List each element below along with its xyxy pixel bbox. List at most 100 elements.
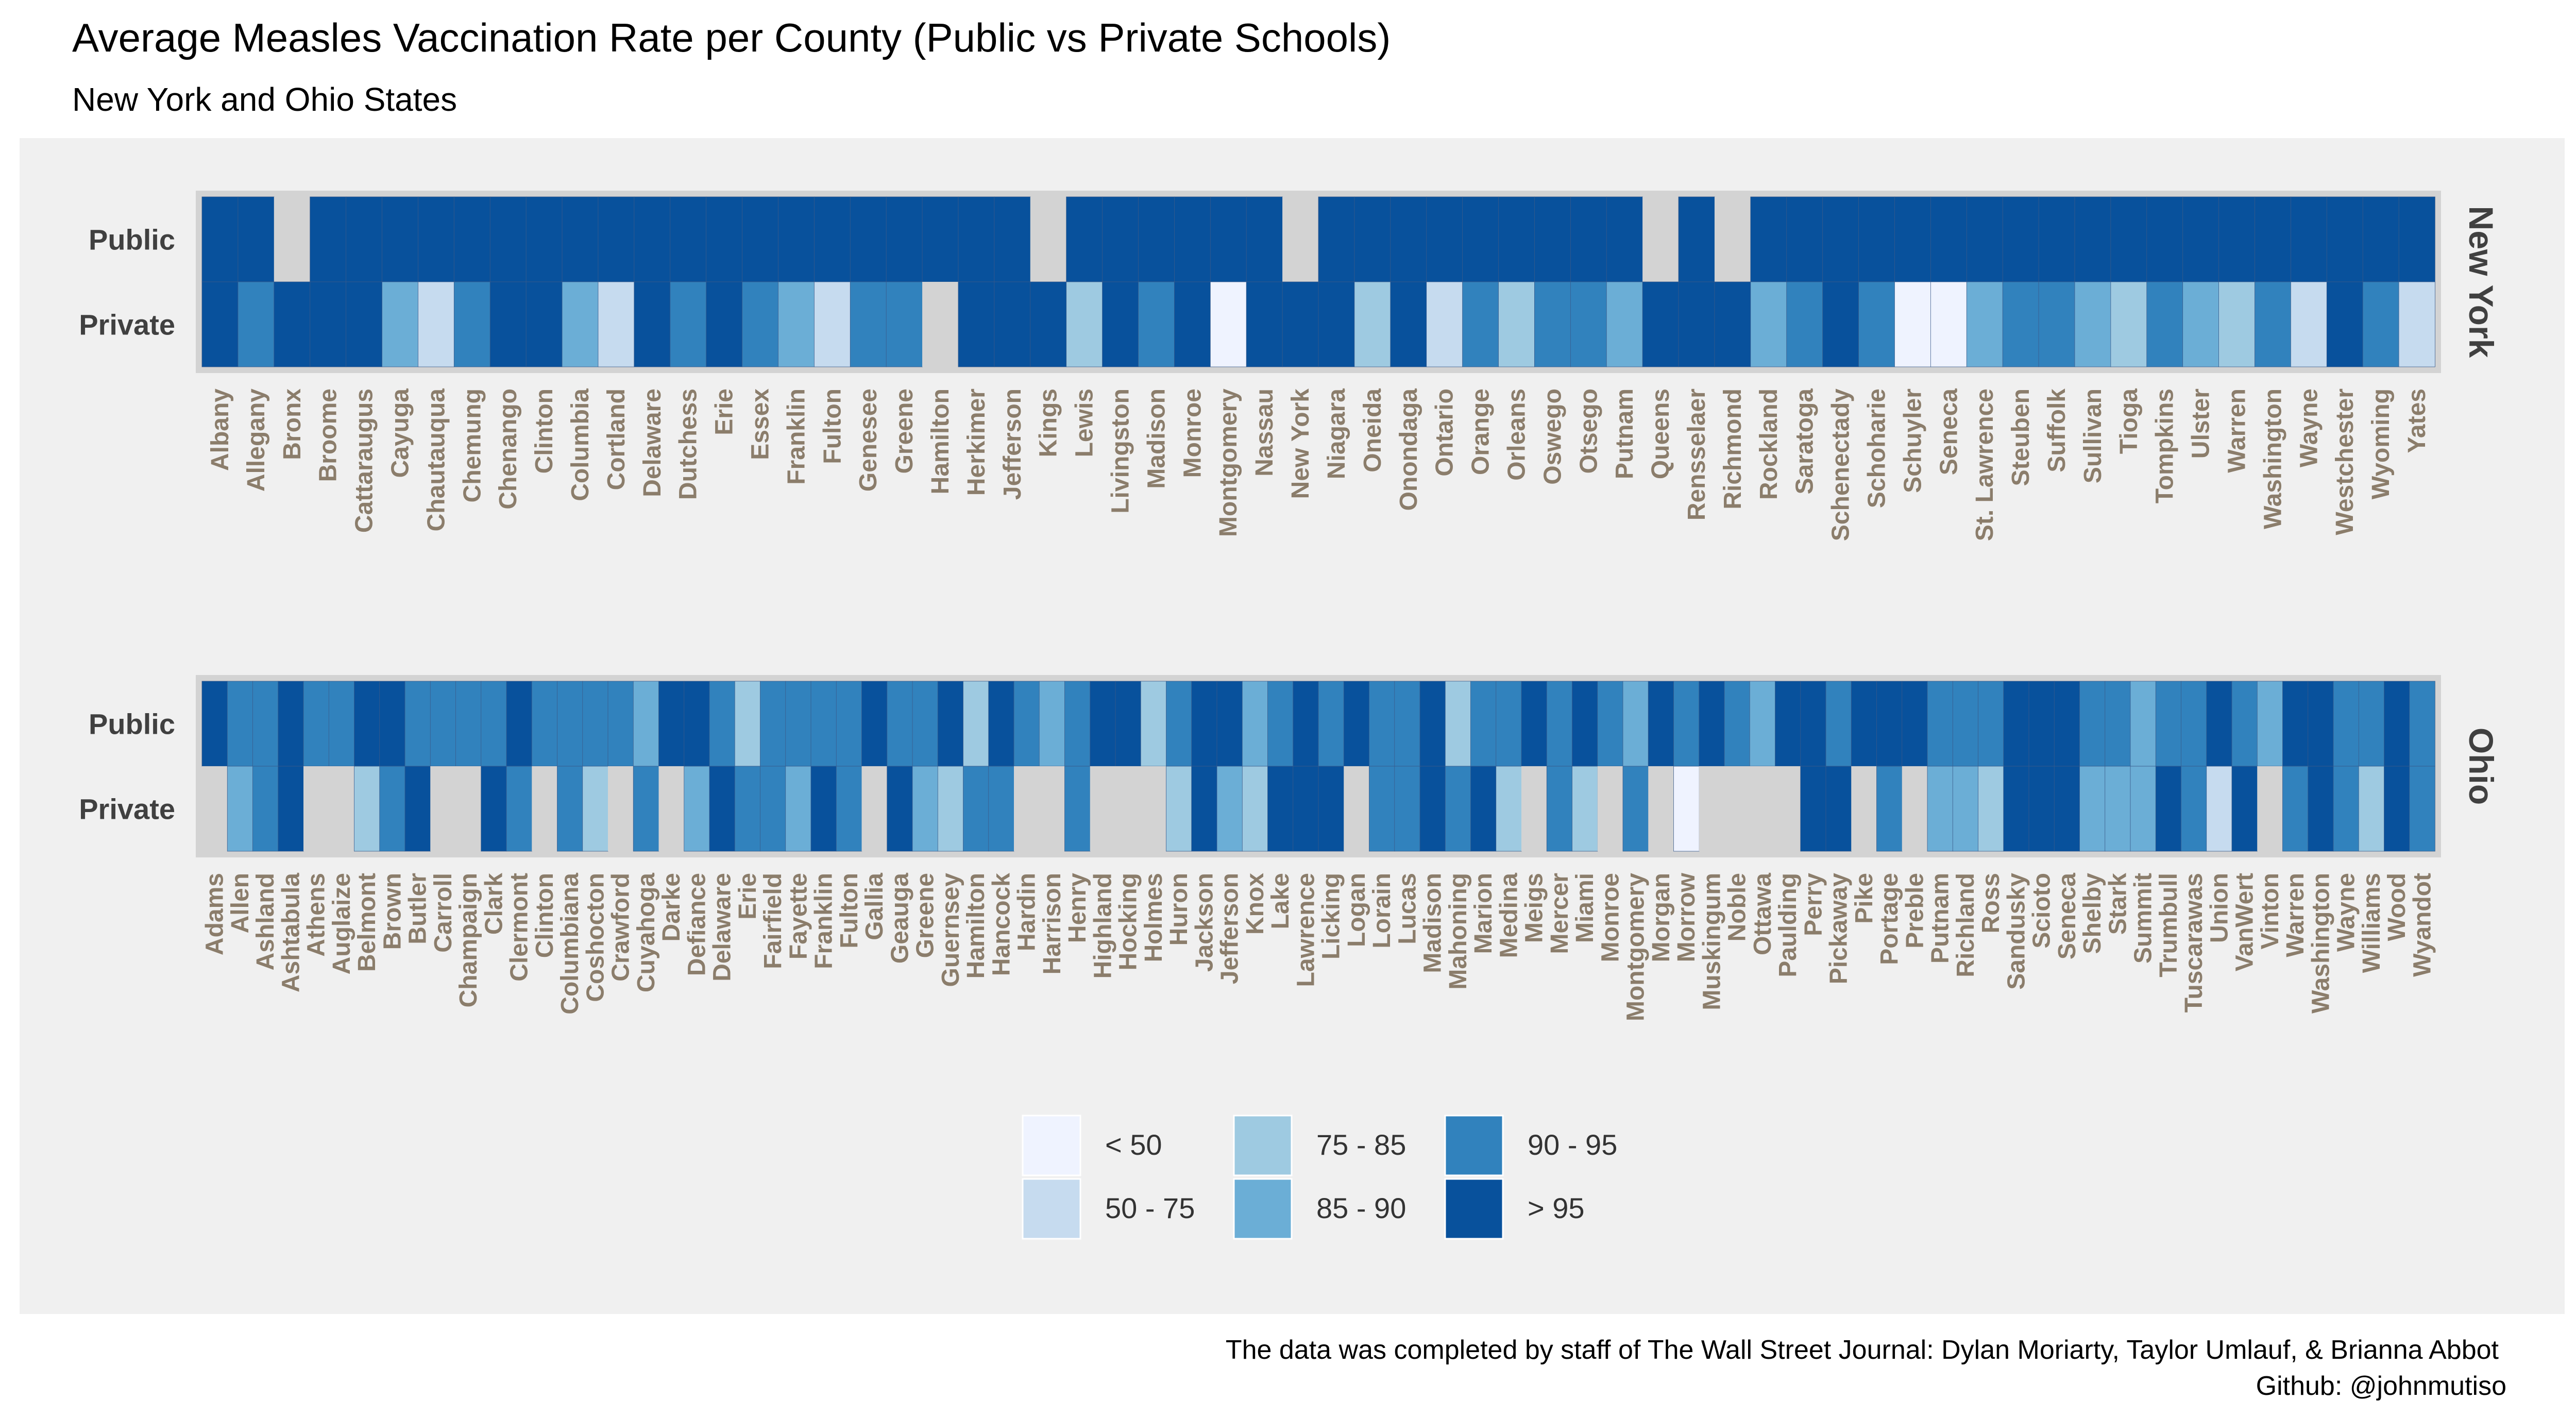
heat-cell-new-york-private-essex: Essex Private: 90 - 95	[742, 281, 779, 367]
tick-label-new-york-kings: Kings	[1035, 389, 1062, 457]
heat-cell-ohio-private-fairfield: Fairfield Private: 90 - 95	[760, 766, 786, 852]
heat-cell-ohio-private-warren: Warren Private: 90 - 95	[2282, 766, 2309, 852]
heat-cell-new-york-private-madison: Madison Private: 90 - 95	[1138, 281, 1175, 367]
heat-cell-ohio-public-scioto: Scioto Public: > 95	[2028, 681, 2055, 767]
tick-label-new-york-chenango: Chenango	[495, 389, 522, 510]
heat-cell-ohio-private-meigs: Meigs Private: NA	[1521, 766, 1547, 851]
heat-cell-ohio-private-wyandot: Wyandot Private: 90 - 95	[2409, 766, 2435, 852]
heat-cell-ohio-public-muskingum: Muskingum Public: > 95	[1699, 681, 1725, 767]
heat-cell-ohio-private-fayette: Fayette Private: 85 - 90	[785, 766, 811, 852]
tick-label-ohio-pickaway: Pickaway	[1825, 873, 1853, 984]
heat-cell-ohio-public-delaware: Delaware Public: 90 - 95	[709, 681, 736, 767]
tick-label-new-york-wyoming: Wyoming	[2367, 389, 2395, 499]
tick-label-ohio-union: Union	[2206, 873, 2233, 943]
tick-label-new-york-dutchess: Dutchess	[675, 389, 702, 500]
heat-cell-ohio-private-gallia: Gallia Private: NA	[861, 766, 888, 851]
chart-title: Average Measles Vaccination Rate per Cou…	[72, 15, 1391, 60]
heat-cell-ohio-public-paulding: Paulding Public: > 95	[1775, 681, 1801, 767]
heat-cell-new-york-private-st-lawrence: St. Lawrence Private: 85 - 90	[1966, 281, 2003, 367]
heat-cell-ohio-private-marion: Marion Private: > 95	[1470, 766, 1497, 852]
heat-cell-ohio-public-auglaize: Auglaize Public: 90 - 95	[328, 681, 355, 767]
heat-cell-new-york-public-allegany: Allegany Public: > 95	[238, 196, 275, 282]
heat-cell-ohio-private-stark: Stark Private: 85 - 90	[2105, 766, 2131, 852]
tick-label-ohio-belmont: Belmont	[353, 873, 381, 972]
heat-cell-ohio-public-vanwert: VanWert Public: 90 - 95	[2231, 681, 2258, 767]
heat-cell-new-york-public-hamilton: Hamilton Public: > 95	[922, 196, 959, 282]
tick-label-new-york-chemung: Chemung	[459, 389, 486, 502]
heat-cell-new-york-public-wayne: Wayne Public: > 95	[2290, 196, 2328, 282]
heat-cell-new-york-public-putnam: Putnam Public: > 95	[1606, 196, 1643, 282]
heat-cell-ohio-public-logan: Logan Public: > 95	[1343, 681, 1370, 767]
heat-cell-ohio-private-lorain: Lorain Private: 90 - 95	[1369, 766, 1395, 852]
tick-label-ohio-hocking: Hocking	[1115, 873, 1142, 970]
tick-label-ohio-richland: Richland	[1952, 873, 1979, 977]
heat-cell-ohio-public-darke: Darke Public: > 95	[658, 681, 685, 767]
heat-cell-new-york-private-cattaraugus: Cattaraugus Private: > 95	[346, 281, 383, 367]
tick-label-new-york-greene: Greene	[891, 389, 918, 474]
heat-cell-new-york-public-genesee: Genesee Public: > 95	[850, 196, 887, 282]
heat-cell-ohio-private-adams: Adams Private: NA	[202, 766, 228, 851]
heat-cell-ohio-private-jefferson: Jefferson Private: 85 - 90	[1216, 766, 1243, 852]
heat-cell-new-york-private-orange: Orange Private: 90 - 95	[1462, 281, 1499, 367]
tick-label-ohio-trumbull: Trumbull	[2155, 873, 2182, 977]
legend-label-4: 85 - 90	[1316, 1192, 1406, 1224]
tick-label-new-york-allegany: Allegany	[243, 389, 270, 492]
tick-label-new-york-chautauqua: Chautauqua	[422, 389, 450, 532]
heat-cell-new-york-private-ulster: Ulster Private: 85 - 90	[2182, 281, 2219, 367]
heat-cell-ohio-private-jackson: Jackson Private: > 95	[1191, 766, 1217, 852]
legend-key-3	[1233, 1115, 1293, 1176]
tick-label-ohio-pike: Pike	[1851, 873, 1878, 924]
tick-label-new-york-jefferson: Jefferson	[999, 389, 1026, 500]
heat-cell-ohio-private-monroe: Monroe Private: NA	[1597, 766, 1623, 851]
heat-cell-new-york-public-seneca: Seneca Public: > 95	[1930, 196, 1968, 282]
heat-cell-new-york-private-warren: Warren Private: 75 - 85	[2218, 281, 2256, 367]
heat-cell-ohio-private-delaware: Delaware Private: > 95	[709, 766, 736, 852]
heat-cell-ohio-private-athens: Athens Private: NA	[303, 766, 329, 851]
tick-label-ohio-shelby: Shelby	[2079, 873, 2106, 954]
heat-cell-new-york-private-lewis: Lewis Private: 75 - 85	[1066, 281, 1103, 367]
heat-cell-ohio-private-wayne: Wayne Private: 90 - 95	[2333, 766, 2360, 852]
tick-label-ohio-mercer: Mercer	[1546, 873, 1573, 954]
tick-label-ohio-stark: Stark	[2104, 873, 2131, 935]
tick-label-ohio-jefferson: Jefferson	[1216, 873, 1244, 984]
heat-cell-ohio-private-columbiana: Columbiana Private: 90 - 95	[557, 766, 583, 852]
heat-cell-ohio-public-hocking: Hocking Public: > 95	[1115, 681, 1142, 767]
heat-cell-ohio-private-ashtabula: Ashtabula Private: > 95	[278, 766, 304, 852]
heat-cell-new-york-private-erie: Erie Private: > 95	[706, 281, 743, 367]
heat-cell-ohio-private-miami: Miami Private: 75 - 85	[1572, 766, 1598, 852]
heat-cell-ohio-private-perry: Perry Private: > 95	[1800, 766, 1826, 852]
heat-cell-ohio-public-allen: Allen Public: 90 - 95	[227, 681, 253, 767]
heat-cell-new-york-public-lewis: Lewis Public: > 95	[1066, 196, 1103, 282]
heat-cell-new-york-public-schuyler: Schuyler Public: > 95	[1894, 196, 1931, 282]
heat-cell-ohio-private-morgan: Morgan Private: NA	[1648, 766, 1674, 851]
heat-cell-ohio-public-ross: Ross Public: 90 - 95	[1978, 681, 2004, 767]
heat-cell-ohio-private-lake: Lake Private: > 95	[1267, 766, 1294, 852]
heat-cell-new-york-public-rensselaer: Rensselaer Public: > 95	[1678, 196, 1715, 282]
tick-label-ohio-holmes: Holmes	[1140, 873, 1167, 962]
heat-cell-ohio-public-preble: Preble Public: > 95	[1902, 681, 1928, 767]
heat-cell-ohio-public-mahoning: Mahoning Public: 75 - 85	[1445, 681, 1471, 767]
tick-label-new-york-steuben: Steuben	[2007, 389, 2035, 486]
tick-label-ohio-medina: Medina	[1495, 873, 1522, 958]
tick-label-ohio-butler: Butler	[404, 873, 432, 944]
heat-cell-ohio-public-stark: Stark Public: 90 - 95	[2105, 681, 2131, 767]
tick-label-ohio-erie: Erie	[734, 873, 761, 920]
heat-cell-new-york-public-columbia: Columbia Public: > 95	[562, 196, 599, 282]
tick-label-ohio-lake: Lake	[1267, 873, 1294, 929]
heat-cell-ohio-public-putnam: Putnam Public: 90 - 95	[1927, 681, 1954, 767]
heat-cell-new-york-public-orange: Orange Public: > 95	[1462, 196, 1499, 282]
heat-cell-ohio-private-darke: Darke Private: NA	[658, 766, 685, 851]
heat-cell-ohio-private-auglaize: Auglaize Private: NA	[329, 766, 354, 851]
heat-cell-ohio-public-gallia: Gallia Public: > 95	[861, 681, 888, 767]
tick-label-ohio-coshocton: Coshocton	[582, 873, 609, 1002]
tick-label-ohio-crawford: Crawford	[607, 873, 635, 982]
tick-label-new-york-albany: Albany	[207, 389, 234, 471]
caption-credit: The data was completed by staff of The W…	[1226, 1335, 2499, 1365]
tick-label-ohio-wayne: Wayne	[2333, 873, 2360, 952]
tick-label-ohio-vinton: Vinton	[2257, 873, 2284, 949]
row-label-private: Private	[79, 793, 175, 825]
heat-cell-new-york-private-chenango: Chenango Private: > 95	[489, 281, 527, 367]
heat-cell-new-york-private-fulton: Fulton Private: 50 - 75	[814, 281, 851, 367]
heat-cell-ohio-public-butler: Butler Public: 90 - 95	[404, 681, 431, 767]
heat-cell-new-york-public-franklin: Franklin Public: > 95	[778, 196, 815, 282]
